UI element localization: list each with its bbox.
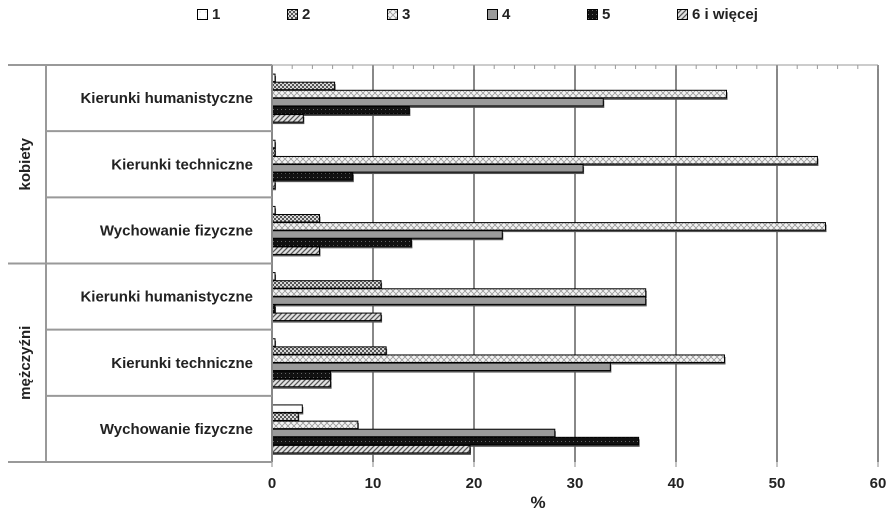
legend: 1 2 3 4 5 6 i więcej <box>190 6 850 28</box>
legend-swatch-1 <box>197 9 208 20</box>
legend-label: 3 <box>402 6 411 23</box>
x-axis-label: % <box>530 493 545 512</box>
bar <box>271 97 604 107</box>
bar <box>271 230 503 239</box>
legend-swatch-3 <box>387 9 398 20</box>
bar <box>271 81 336 91</box>
bar <box>271 114 304 123</box>
legend-label: 5 <box>602 6 611 23</box>
x-tick-label: 30 <box>567 475 584 492</box>
axes <box>8 64 879 467</box>
x-tick-label: 50 <box>769 475 786 492</box>
legend-item: 1 <box>197 6 220 23</box>
x-tick-label: 20 <box>466 475 483 492</box>
bar <box>271 164 584 173</box>
category-label: Wychowanie fizyczne <box>100 222 253 239</box>
legend-item: 2 <box>287 6 310 23</box>
x-tick-label: 10 <box>365 475 382 492</box>
bar <box>271 378 332 388</box>
bar <box>271 444 471 454</box>
category-label: Kierunki techniczne <box>111 156 253 173</box>
bar <box>271 155 818 165</box>
axis-labels: 0 10 20 30 40 50 60 Kierunki humanistyczne Kieru… <box>17 90 886 512</box>
category-label: Wychowanie fizyczne <box>100 421 253 438</box>
bar <box>271 412 299 422</box>
category-label: Kierunki techniczne <box>111 355 253 372</box>
legend-swatch-5 <box>587 9 598 20</box>
bar <box>271 362 611 372</box>
legend-swatch-4 <box>487 9 498 20</box>
legend-swatch-2 <box>287 9 298 20</box>
bar <box>271 222 826 231</box>
legend-swatch-6 <box>677 9 688 20</box>
bar <box>271 246 320 255</box>
category-label: Kierunki humanistyczne <box>80 289 253 306</box>
bar <box>271 312 382 322</box>
legend-item: 3 <box>387 6 410 23</box>
bar <box>271 436 640 446</box>
legend-label: 2 <box>302 6 311 23</box>
bar <box>271 214 320 223</box>
bar <box>271 370 332 380</box>
x-tick-label: 0 <box>268 475 276 492</box>
legend-label: 1 <box>212 6 221 23</box>
bar <box>271 420 359 430</box>
bar <box>271 238 412 247</box>
bar <box>271 172 354 181</box>
bar <box>271 105 410 115</box>
legend-item: 6 i więcej <box>677 6 758 23</box>
bar <box>271 354 725 363</box>
bar <box>271 280 382 289</box>
legend-label: 4 <box>502 6 511 23</box>
legend-item: 4 <box>487 6 510 23</box>
bar <box>271 296 647 305</box>
bar <box>271 346 387 355</box>
gridlines <box>372 65 879 462</box>
category-label: Kierunki humanistyczne <box>80 90 253 107</box>
x-tick-label: 40 <box>668 475 685 492</box>
bar <box>271 404 303 413</box>
group-label: kobiety <box>17 137 34 190</box>
bar <box>271 288 647 297</box>
bar <box>271 428 556 438</box>
bars <box>271 73 827 455</box>
legend-item: 5 <box>587 6 610 23</box>
x-tick-label: 60 <box>870 475 887 492</box>
legend-label: 6 i więcej <box>692 6 758 23</box>
bar <box>271 89 727 99</box>
group-label: mężczyźni <box>17 326 34 400</box>
